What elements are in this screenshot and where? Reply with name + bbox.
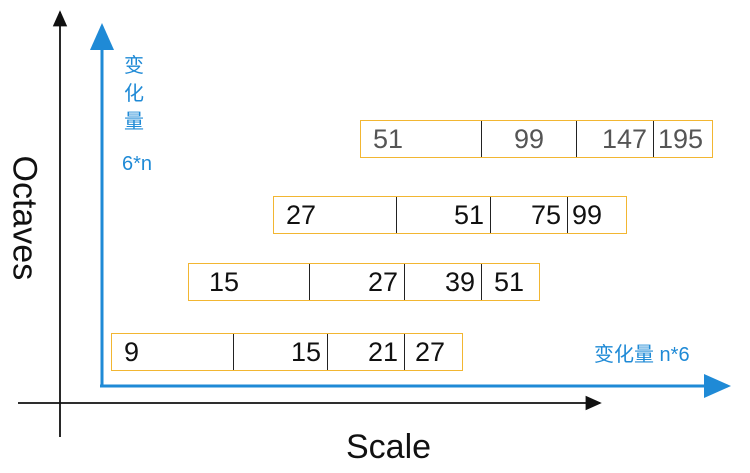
scale-cell: 21: [327, 334, 404, 370]
scale-cell: 147: [576, 121, 653, 157]
inner-y-label: 变 化 量: [124, 52, 154, 136]
scale-cell: 27: [404, 334, 464, 370]
scale-cell: 51: [396, 197, 490, 233]
scale-cell: 99: [481, 121, 576, 157]
scale-cell: 15: [209, 267, 240, 297]
scale-cell: 75: [490, 197, 567, 233]
scale-cell: 9: [124, 337, 140, 367]
scale-cell: 27: [309, 264, 404, 300]
octave-row: 9 15 21 27: [111, 333, 463, 371]
scale-cell: 27: [286, 200, 317, 230]
scale-cell: 51: [481, 264, 541, 300]
inner-y-label-char: 量: [124, 111, 144, 133]
octave-row: 27 51 75 99: [273, 196, 627, 234]
scale-cell: 15: [233, 334, 327, 370]
x-axis-title: Scale: [346, 428, 432, 466]
inner-x-label: 变化量 n*6: [594, 344, 690, 366]
y-axis-title: Octaves: [5, 155, 44, 281]
scale-cell: 99: [567, 197, 628, 233]
inner-y-label-char: 变: [124, 55, 144, 77]
scale-cell: 51: [373, 124, 404, 154]
inner-y-formula: 6*n: [122, 153, 153, 175]
inner-y-label-char: 化: [124, 83, 144, 105]
octave-row: 51 99 147 195: [360, 120, 713, 158]
octave-row: 15 27 39 51: [188, 263, 540, 301]
scale-cell: 39: [404, 264, 481, 300]
scale-cell: 195: [653, 121, 714, 157]
